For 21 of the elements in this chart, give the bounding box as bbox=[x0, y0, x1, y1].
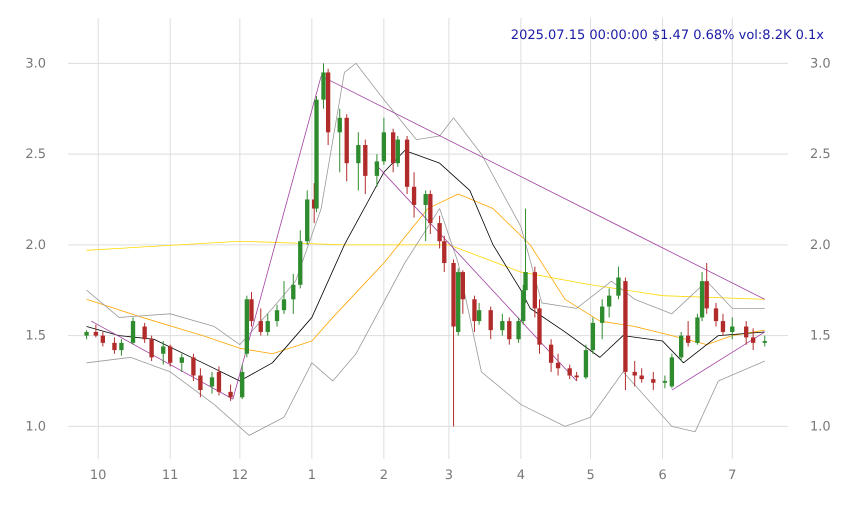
text: 2025.07.15 00:00:00 $1.47 0.68% vol:8.2K 0.1x bbox=[510, 28, 824, 43]
x-tick-label: 7 bbox=[728, 468, 736, 483]
y2-tick-label: 1.5 bbox=[810, 328, 831, 344]
y-tick-label: 2.5 bbox=[25, 147, 46, 162]
y2-tick-label: 3.0 bbox=[810, 56, 831, 72]
x-tick-label: 12 bbox=[232, 468, 248, 483]
x-tick-label: 11 bbox=[162, 468, 178, 483]
x-tick-label: 3 bbox=[444, 468, 454, 483]
x-tick-label: 6 bbox=[658, 468, 667, 483]
y-tick-label: 1.0 bbox=[25, 419, 46, 434]
y-tick-label: 2.0 bbox=[25, 238, 46, 253]
x-tick-label: 4 bbox=[516, 468, 526, 483]
y-tick-label: 3.0 bbox=[25, 56, 46, 72]
y2-tick-label: 2.5 bbox=[810, 147, 831, 162]
x-tick-label: 2 bbox=[380, 468, 388, 483]
y-tick-label: 1.5 bbox=[25, 328, 46, 344]
y2-tick-label: 1.0 bbox=[810, 419, 831, 434]
x-tick-label: 5 bbox=[586, 468, 595, 483]
y2-tick-label: 2.0 bbox=[810, 238, 831, 253]
x-tick-label: 1 bbox=[308, 468, 316, 483]
x-tick-label: 10 bbox=[90, 468, 106, 483]
